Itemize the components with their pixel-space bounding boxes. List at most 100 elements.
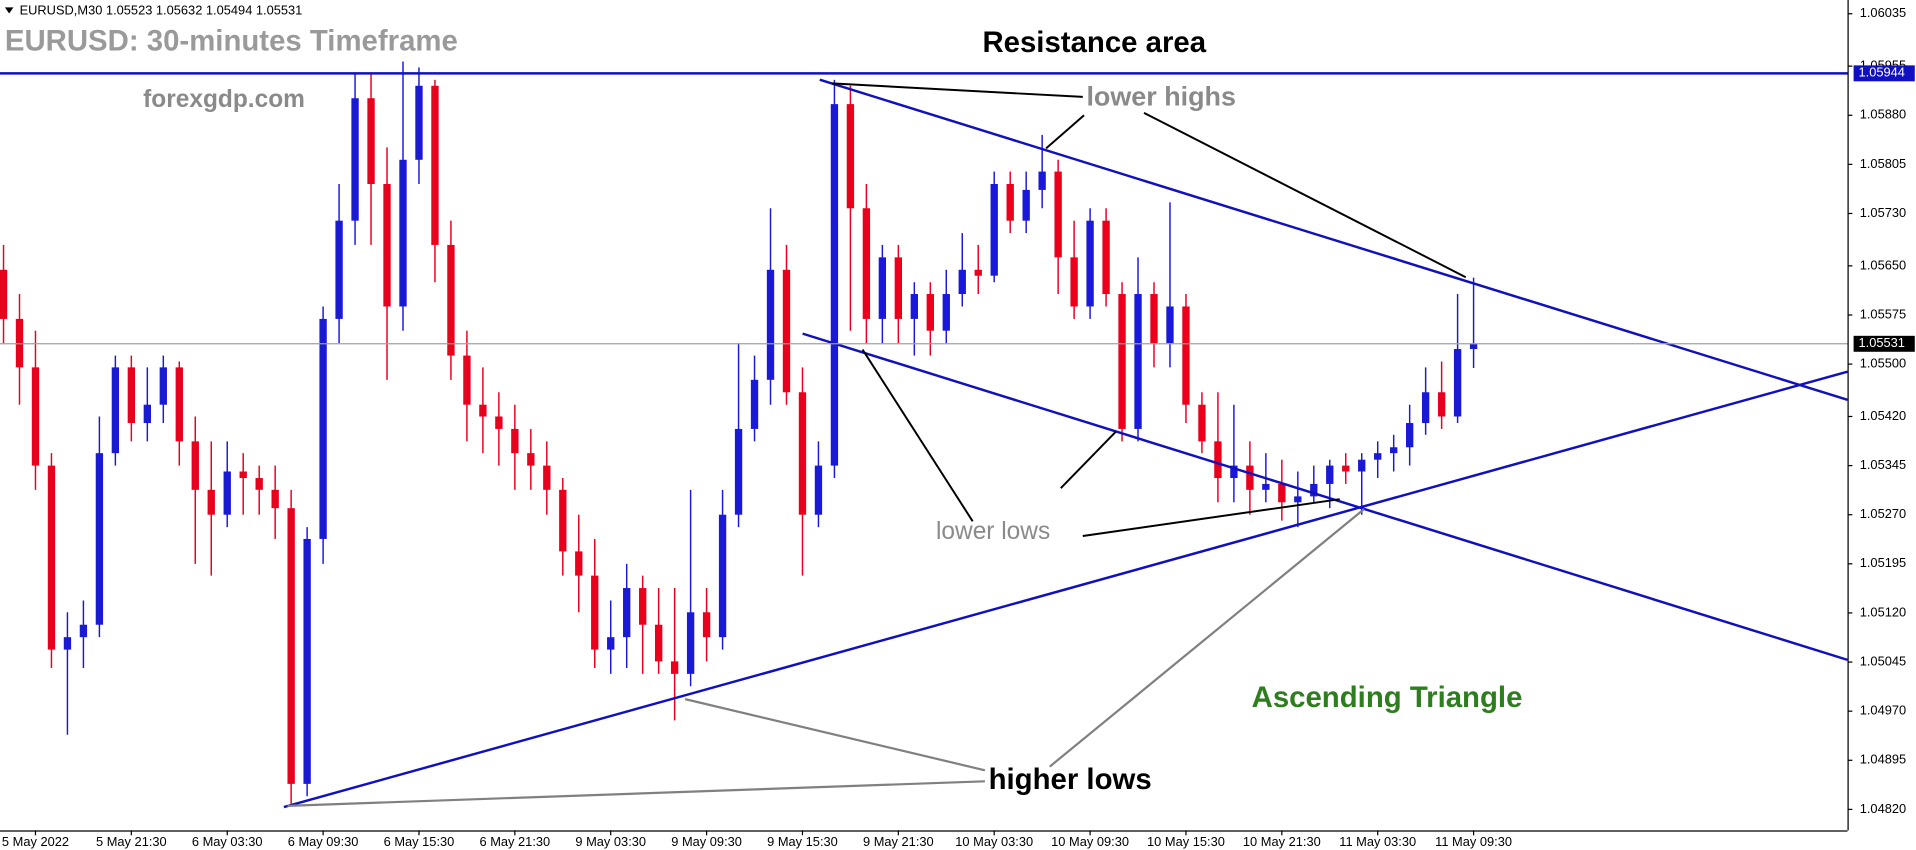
candle-body [1390,447,1398,454]
pointer-line [1045,114,1085,150]
candle-body [1230,465,1238,479]
candle-body [878,257,887,319]
candle-body [239,471,247,479]
y-tick-label: 1.05120 [1860,604,1906,619]
candle-body [511,428,519,454]
candle-body [255,478,263,490]
candle-body [527,453,535,466]
candle-body [814,465,823,515]
pointer-line [1049,508,1365,768]
pointer-line [831,82,1083,98]
candle-body [766,269,775,380]
candle-body [1294,496,1302,503]
candle-body [191,441,199,490]
price-label-box [1853,335,1915,352]
x-tick-label: 10 May 03:30 [955,834,1033,849]
y-tick-label: 1.04820 [1860,801,1906,816]
candle-body [1070,257,1078,307]
candles [0,61,1478,807]
candle-body [830,104,839,466]
candle-body [926,294,934,331]
candle-body [1262,483,1270,490]
candle-body [1054,171,1062,258]
candle-body [1310,483,1318,497]
x-tick-label: 9 May 21:30 [863,834,934,849]
candle-body [159,367,167,405]
candle-body [1405,423,1414,448]
candle-body [479,404,487,417]
x-tick-label: 6 May 21:30 [480,834,551,849]
candle-body [974,269,982,276]
candle-body [271,489,279,509]
candle-body [1214,441,1222,479]
candle-body [15,318,24,368]
candle-body [175,367,183,442]
x-tick-label: 10 May 21:30 [1243,834,1321,849]
y-tick-label: 1.05575 [1860,306,1906,321]
y-tick-label: 1.05270 [1860,506,1906,521]
candle-body [95,453,104,625]
x-tick-label: 6 May 15:30 [384,834,455,849]
candle-body [910,294,918,319]
candle-body [798,392,807,515]
chart-title: EURUSD: 30-minutes Timeframe [5,25,458,58]
x-tick-label: 6 May 03:30 [192,834,263,849]
candle-body [335,220,343,319]
y-tick-label: 1.05730 [1860,205,1906,220]
y-tick-label: 1.04895 [1860,752,1906,767]
candle-body [1374,453,1382,460]
y-tick-label: 1.05195 [1860,555,1906,570]
watermark: forexgdp.com [143,86,305,113]
candle-body [734,428,743,515]
y-tick-label: 1.05805 [1860,156,1906,171]
candle-body [1022,189,1030,221]
y-tick-label: 1.06035 [1860,5,1906,20]
candle-body [319,318,327,539]
price-label: 1.05531 [1858,335,1904,350]
price-label-box [1853,65,1915,82]
pointer-line [1082,498,1340,537]
candle-body [1006,184,1014,221]
candle-body [1102,220,1110,295]
annotation: lower lows [936,518,1050,545]
lower-trend-line [802,332,1848,662]
candle-body [591,575,599,650]
candle-body [351,98,359,221]
candle-body [287,508,295,784]
candle-body [543,465,551,490]
candle-body [367,98,375,185]
candle-body [431,85,439,245]
candle-body [463,355,471,405]
candle-body [1118,294,1126,429]
x-tick-label: 5 May 21:30 [96,834,167,849]
candle-body [1437,392,1446,417]
candle-body [1150,294,1158,344]
candle-body [1182,306,1190,405]
candle-body [1453,349,1462,417]
candle-body [447,244,455,356]
y-tick-label: 1.05650 [1860,257,1906,272]
candle-body [207,489,215,515]
ascending-trend-line [283,370,1848,809]
annotation: lower highs [1086,81,1235,111]
x-tick-label: 10 May 09:30 [1051,834,1129,849]
candle-body [1134,294,1142,429]
candle-body [47,465,56,650]
candle-body [750,379,759,429]
annotation: higher lows [989,763,1152,796]
upper-trend-line [819,78,1848,402]
candle-body [415,85,423,160]
candle-body [1342,465,1350,472]
candle-body [31,367,40,466]
x-tick-label: 11 May 03:30 [1339,834,1416,849]
candle-body [0,269,8,319]
candle-body [1278,483,1286,503]
candle-body [1358,459,1366,472]
candle-body [623,588,631,638]
candle-body [79,624,88,638]
menu-arrow[interactable] [4,7,14,14]
header-info: EURUSD,M30 1.05523 1.05632 1.05494 1.055… [20,2,303,17]
